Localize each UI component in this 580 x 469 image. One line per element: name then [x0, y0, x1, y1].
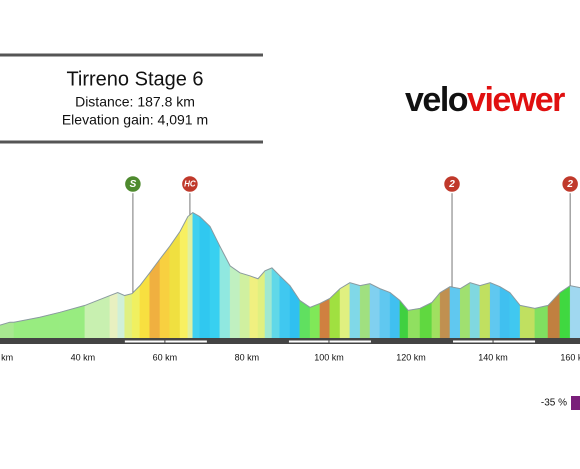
- x-tick-label: 40 km: [71, 352, 96, 362]
- gradient-segment: [219, 246, 231, 339]
- gradient-segment: [309, 303, 321, 339]
- gradient-segment: [192, 212, 201, 339]
- gradient-segment: [449, 286, 461, 339]
- gradient-segment: [379, 288, 391, 339]
- gradient-segment: [124, 293, 133, 339]
- gradient-segment: [264, 267, 273, 339]
- gradient-segment: [569, 285, 580, 339]
- marker-label: S: [130, 179, 137, 190]
- gradient-segment: [139, 272, 150, 339]
- gradient-segment: [199, 215, 211, 339]
- gradient-segment: [169, 230, 181, 339]
- gradient-segment: [131, 285, 141, 339]
- x-tick-label: 60 km: [153, 352, 178, 362]
- x-tick-label: 20 km: [0, 352, 13, 362]
- marker-label: 2: [448, 179, 455, 190]
- subtitle: Distance: 187.8 km: [75, 94, 195, 110]
- gradient-segment: [159, 245, 171, 339]
- gradient-segment: [339, 282, 351, 339]
- gradient-segment: [479, 282, 491, 339]
- gradient-segment: [459, 282, 471, 339]
- gradient-segment: [319, 298, 331, 339]
- gradient-segment: [534, 305, 549, 339]
- gradient-segment: [229, 265, 241, 339]
- gradient-segment: [249, 275, 259, 339]
- marker-label: 2: [566, 179, 573, 190]
- x-tick-label: 100 km: [314, 352, 344, 362]
- gradient-segment: [369, 283, 381, 339]
- x-tick-label: 160 km: [560, 352, 580, 362]
- gradient-segment: [59, 305, 86, 339]
- gradient-segment: [84, 295, 111, 339]
- gradient-segment: [239, 272, 251, 339]
- gradient-segment: [407, 308, 421, 339]
- gradient-segment: [257, 270, 266, 339]
- marker-badge: [442, 174, 462, 194]
- legend-swatch: [571, 396, 580, 410]
- marker-badge: [123, 174, 143, 194]
- gradient-segment: [439, 286, 451, 339]
- logo-part: velo: [405, 81, 468, 119]
- x-tick-label: 120 km: [396, 352, 426, 362]
- gradient-segment: [519, 305, 536, 339]
- subtitle: Elevation gain: 4,091 m: [62, 112, 208, 128]
- chart-title: Tirreno Stage 6: [66, 68, 203, 90]
- gradient-segment: [187, 212, 194, 339]
- gradient-segment: [179, 216, 189, 339]
- x-tick-label: 80 km: [235, 352, 260, 362]
- gradient-segment: [499, 286, 511, 339]
- gradient-segment: [13, 316, 41, 339]
- gradient-segment: [431, 291, 441, 339]
- logo-part: viewer: [467, 81, 565, 119]
- marker-badge: [560, 174, 580, 194]
- legend-label: -35 %: [541, 398, 567, 409]
- gradient-segment: [469, 282, 481, 339]
- gradient-segment: [349, 282, 361, 339]
- gradient-segment: [279, 275, 291, 339]
- gradient-segment: [271, 267, 280, 339]
- gradient-segment: [109, 292, 118, 339]
- x-tick-label: 140 km: [478, 352, 508, 362]
- gradient-segment: [117, 292, 125, 339]
- marker-label: HC: [184, 180, 196, 189]
- logo: veloviewer: [405, 81, 565, 119]
- gradient-segment: [489, 282, 501, 339]
- marker-badge: [180, 174, 200, 194]
- gradient-segment: [9, 321, 15, 339]
- gradient-segment: [359, 283, 371, 339]
- gradient-segment: [329, 288, 341, 339]
- gradient-segment: [559, 285, 571, 339]
